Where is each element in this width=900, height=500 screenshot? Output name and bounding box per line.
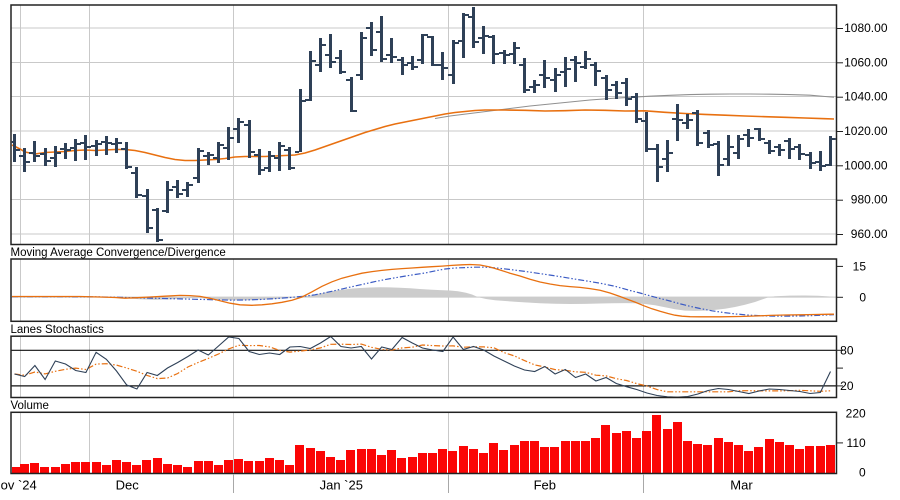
svg-text:0: 0 [859,465,866,479]
svg-text:110: 110 [847,436,866,450]
svg-text:980.00: 980.00 [851,193,888,207]
svg-text:220: 220 [846,406,866,420]
svg-text:Dec: Dec [116,478,140,493]
svg-text:Moving Average Convergence/Div: Moving Average Convergence/Divergence [11,247,226,259]
svg-text:15: 15 [853,259,867,273]
svg-text:Volume: Volume [11,400,49,412]
svg-text:1000.00: 1000.00 [844,158,888,172]
svg-text:1080.00: 1080.00 [844,21,888,35]
svg-text:Nov `24: Nov `24 [0,478,37,493]
svg-text:1020.00: 1020.00 [844,124,888,138]
svg-text:Mar: Mar [730,478,753,493]
svg-text:1060.00: 1060.00 [844,55,888,69]
svg-text:Jan `25: Jan `25 [320,478,363,493]
svg-text:Feb: Feb [534,478,556,493]
svg-text:Lanes Stochastics: Lanes Stochastics [11,324,105,336]
svg-text:20: 20 [840,379,854,393]
svg-text:1040.00: 1040.00 [844,90,888,104]
svg-text:80: 80 [840,343,854,357]
svg-text:960.00: 960.00 [851,227,888,241]
svg-text:0: 0 [859,290,866,304]
